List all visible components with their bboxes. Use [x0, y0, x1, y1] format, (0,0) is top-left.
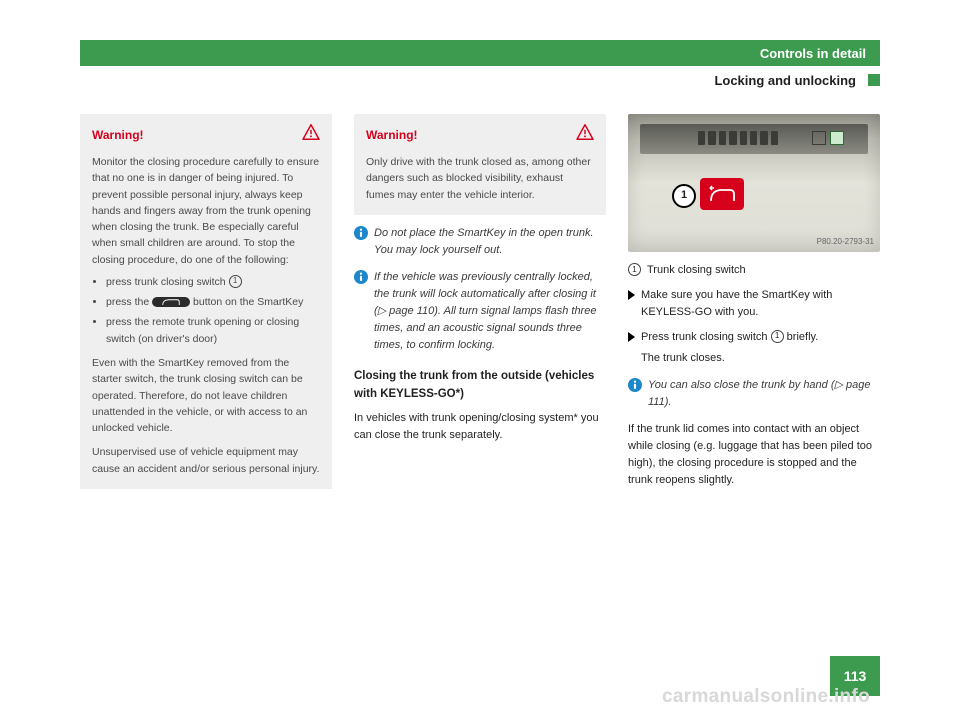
step-result: The trunk closes.: [641, 350, 880, 367]
section-subhead: Closing the trunk from the outside (vehi…: [354, 368, 606, 404]
callout-definition: 1 Trunk closing switch: [628, 262, 880, 279]
callout-number-inline: 1: [229, 275, 242, 288]
section-body: In vehicles with trunk opening/closing s…: [354, 410, 606, 444]
info-block-2: If the vehicle was previously centrally …: [354, 269, 606, 354]
info-text: You can also close the trunk by hand (▷ …: [648, 377, 880, 411]
trunk-closing-switch: [700, 178, 744, 210]
warning-label: Warning!: [366, 126, 418, 145]
warning-body: Only drive with the trunk closed as, amo…: [366, 154, 594, 203]
bullet-text: press trunk closing switch: [106, 276, 229, 288]
column-1: Warning! Monitor the closing procedure c…: [80, 114, 332, 490]
warning-intro: Monitor the closing procedure carefully …: [92, 154, 320, 268]
trunk-illustration: 1 P80.20-2793-31: [628, 114, 880, 252]
smartkey-trunk-icon: [152, 297, 190, 307]
column-3: 1 P80.20-2793-31 1 Trunk closing switch …: [628, 114, 880, 490]
warning-box-1: Warning! Monitor the closing procedure c…: [80, 114, 332, 489]
warning-bullet: press the button on the SmartKey: [106, 294, 320, 310]
warning-triangle-icon: [302, 124, 320, 146]
subheader-marker: [868, 74, 880, 86]
info-text: If the vehicle was previously centrally …: [374, 269, 606, 354]
step-arrow-icon: [628, 290, 635, 300]
header-title: Controls in detail: [760, 46, 866, 61]
header-bar: Controls in detail: [80, 40, 880, 66]
trunk-button-a: [812, 131, 826, 145]
step-text: Press trunk closing switch 1 briefly.: [641, 329, 818, 346]
watermark: carmanualsonline.info: [662, 686, 870, 708]
info-block-3: You can also close the trunk by hand (▷ …: [628, 377, 880, 411]
warning-box-2: Warning! Only drive with the trunk close…: [354, 114, 606, 215]
procedure-step-2: Press trunk closing switch 1 briefly.: [628, 329, 880, 346]
image-id-caption: P80.20-2793-31: [817, 236, 874, 248]
step-pre: Press trunk closing switch: [641, 331, 771, 343]
tail-paragraph: If the trunk lid comes into contact with…: [628, 421, 880, 489]
callout-number: 1: [628, 263, 641, 276]
info-text: Do not place the SmartKey in the open tr…: [374, 225, 606, 259]
bullet-text: press the: [106, 296, 152, 308]
info-icon: [628, 377, 642, 398]
manual-page: Controls in detail Locking and unlocking…: [80, 40, 880, 490]
trunk-button-b: [830, 131, 844, 145]
info-icon: [354, 225, 368, 246]
step-arrow-icon: [628, 332, 635, 342]
warning-head: Warning!: [92, 124, 320, 146]
subheader-text: Locking and unlocking: [714, 73, 862, 88]
callout-text: Trunk closing switch: [647, 262, 746, 279]
info-icon: [354, 269, 368, 290]
warning-body: Monitor the closing procedure carefully …: [92, 154, 320, 477]
info-block-1: Do not place the SmartKey in the open tr…: [354, 225, 606, 259]
bullet-text: press the remote trunk opening or closin…: [106, 316, 299, 344]
warning-bullet: press trunk closing switch 1: [106, 274, 320, 290]
warning-head: Warning!: [366, 124, 594, 146]
callout-number-inline: 1: [771, 330, 784, 343]
callout-marker-1: 1: [672, 184, 696, 208]
subheader-row: Locking and unlocking: [80, 66, 880, 94]
trunk-vents: [698, 131, 778, 145]
warning-label: Warning!: [92, 126, 144, 145]
warning-p2: Even with the SmartKey removed from the …: [92, 355, 320, 436]
procedure-step-1: Make sure you have the SmartKey with KEY…: [628, 287, 880, 321]
column-2: Warning! Only drive with the trunk close…: [354, 114, 606, 490]
warning-p3: Unsupervised use of vehicle equipment ma…: [92, 444, 320, 477]
content-columns: Warning! Monitor the closing procedure c…: [80, 114, 880, 490]
bullet-text: button on the SmartKey: [190, 296, 303, 308]
warning-bullet-list: press trunk closing switch 1 press the b…: [92, 274, 320, 347]
warning-triangle-icon: [576, 124, 594, 146]
step-text: Make sure you have the SmartKey with KEY…: [641, 287, 880, 321]
step-post: briefly.: [784, 331, 819, 343]
warning-bullet: press the remote trunk opening or closin…: [106, 314, 320, 347]
